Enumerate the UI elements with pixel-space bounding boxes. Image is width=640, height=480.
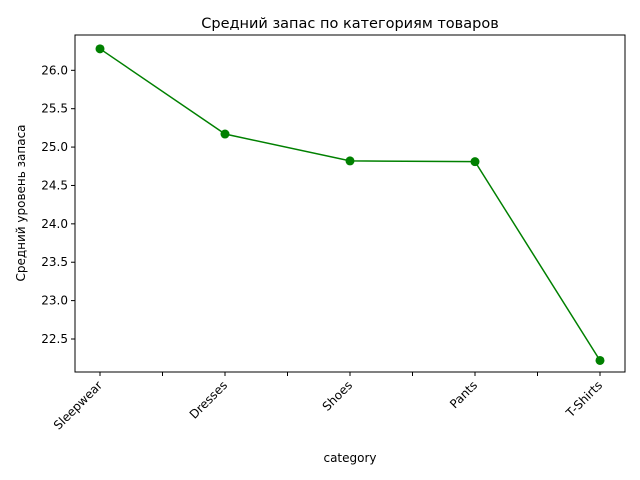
- x-axis: Sleepwear Dresses Shoes Pants T-Shirts: [51, 372, 605, 433]
- y-tick-label: 23.0: [41, 294, 68, 308]
- data-point-sleepwear: [95, 44, 105, 54]
- data-point-pants: [470, 157, 480, 167]
- y-tick-label: 22.5: [41, 332, 68, 346]
- y-axis: 22.5 23.0 23.5 24.0 24.5 25.0 25.5 26.0: [41, 63, 75, 346]
- chart-title: Средний запас по категориям товаров: [201, 16, 498, 32]
- series-layer: [95, 44, 605, 365]
- y-axis-label: Средний уровень запаса: [14, 124, 28, 281]
- x-tick-label: Dresses: [187, 378, 230, 421]
- y-tick-label: 25.5: [41, 102, 68, 116]
- data-point-t-shirts: [595, 355, 605, 365]
- y-tick-label: 25.0: [41, 140, 68, 154]
- y-tick-label: 24.0: [41, 217, 68, 231]
- y-tick-label: 23.5: [41, 255, 68, 269]
- x-axis-label: category: [323, 451, 376, 465]
- x-tick-label: Shoes: [320, 378, 355, 413]
- x-tick-label: T-Shirts: [563, 378, 605, 420]
- data-point-dresses: [220, 129, 230, 139]
- y-tick-label: 26.0: [41, 63, 68, 77]
- x-tick-label: Pants: [447, 378, 480, 411]
- data-point-shoes: [345, 156, 355, 166]
- series-line: [99, 48, 601, 361]
- plot-area-frame: [74, 34, 626, 373]
- x-tick-label: Sleepwear: [51, 378, 105, 432]
- y-tick-label: 24.5: [41, 178, 68, 192]
